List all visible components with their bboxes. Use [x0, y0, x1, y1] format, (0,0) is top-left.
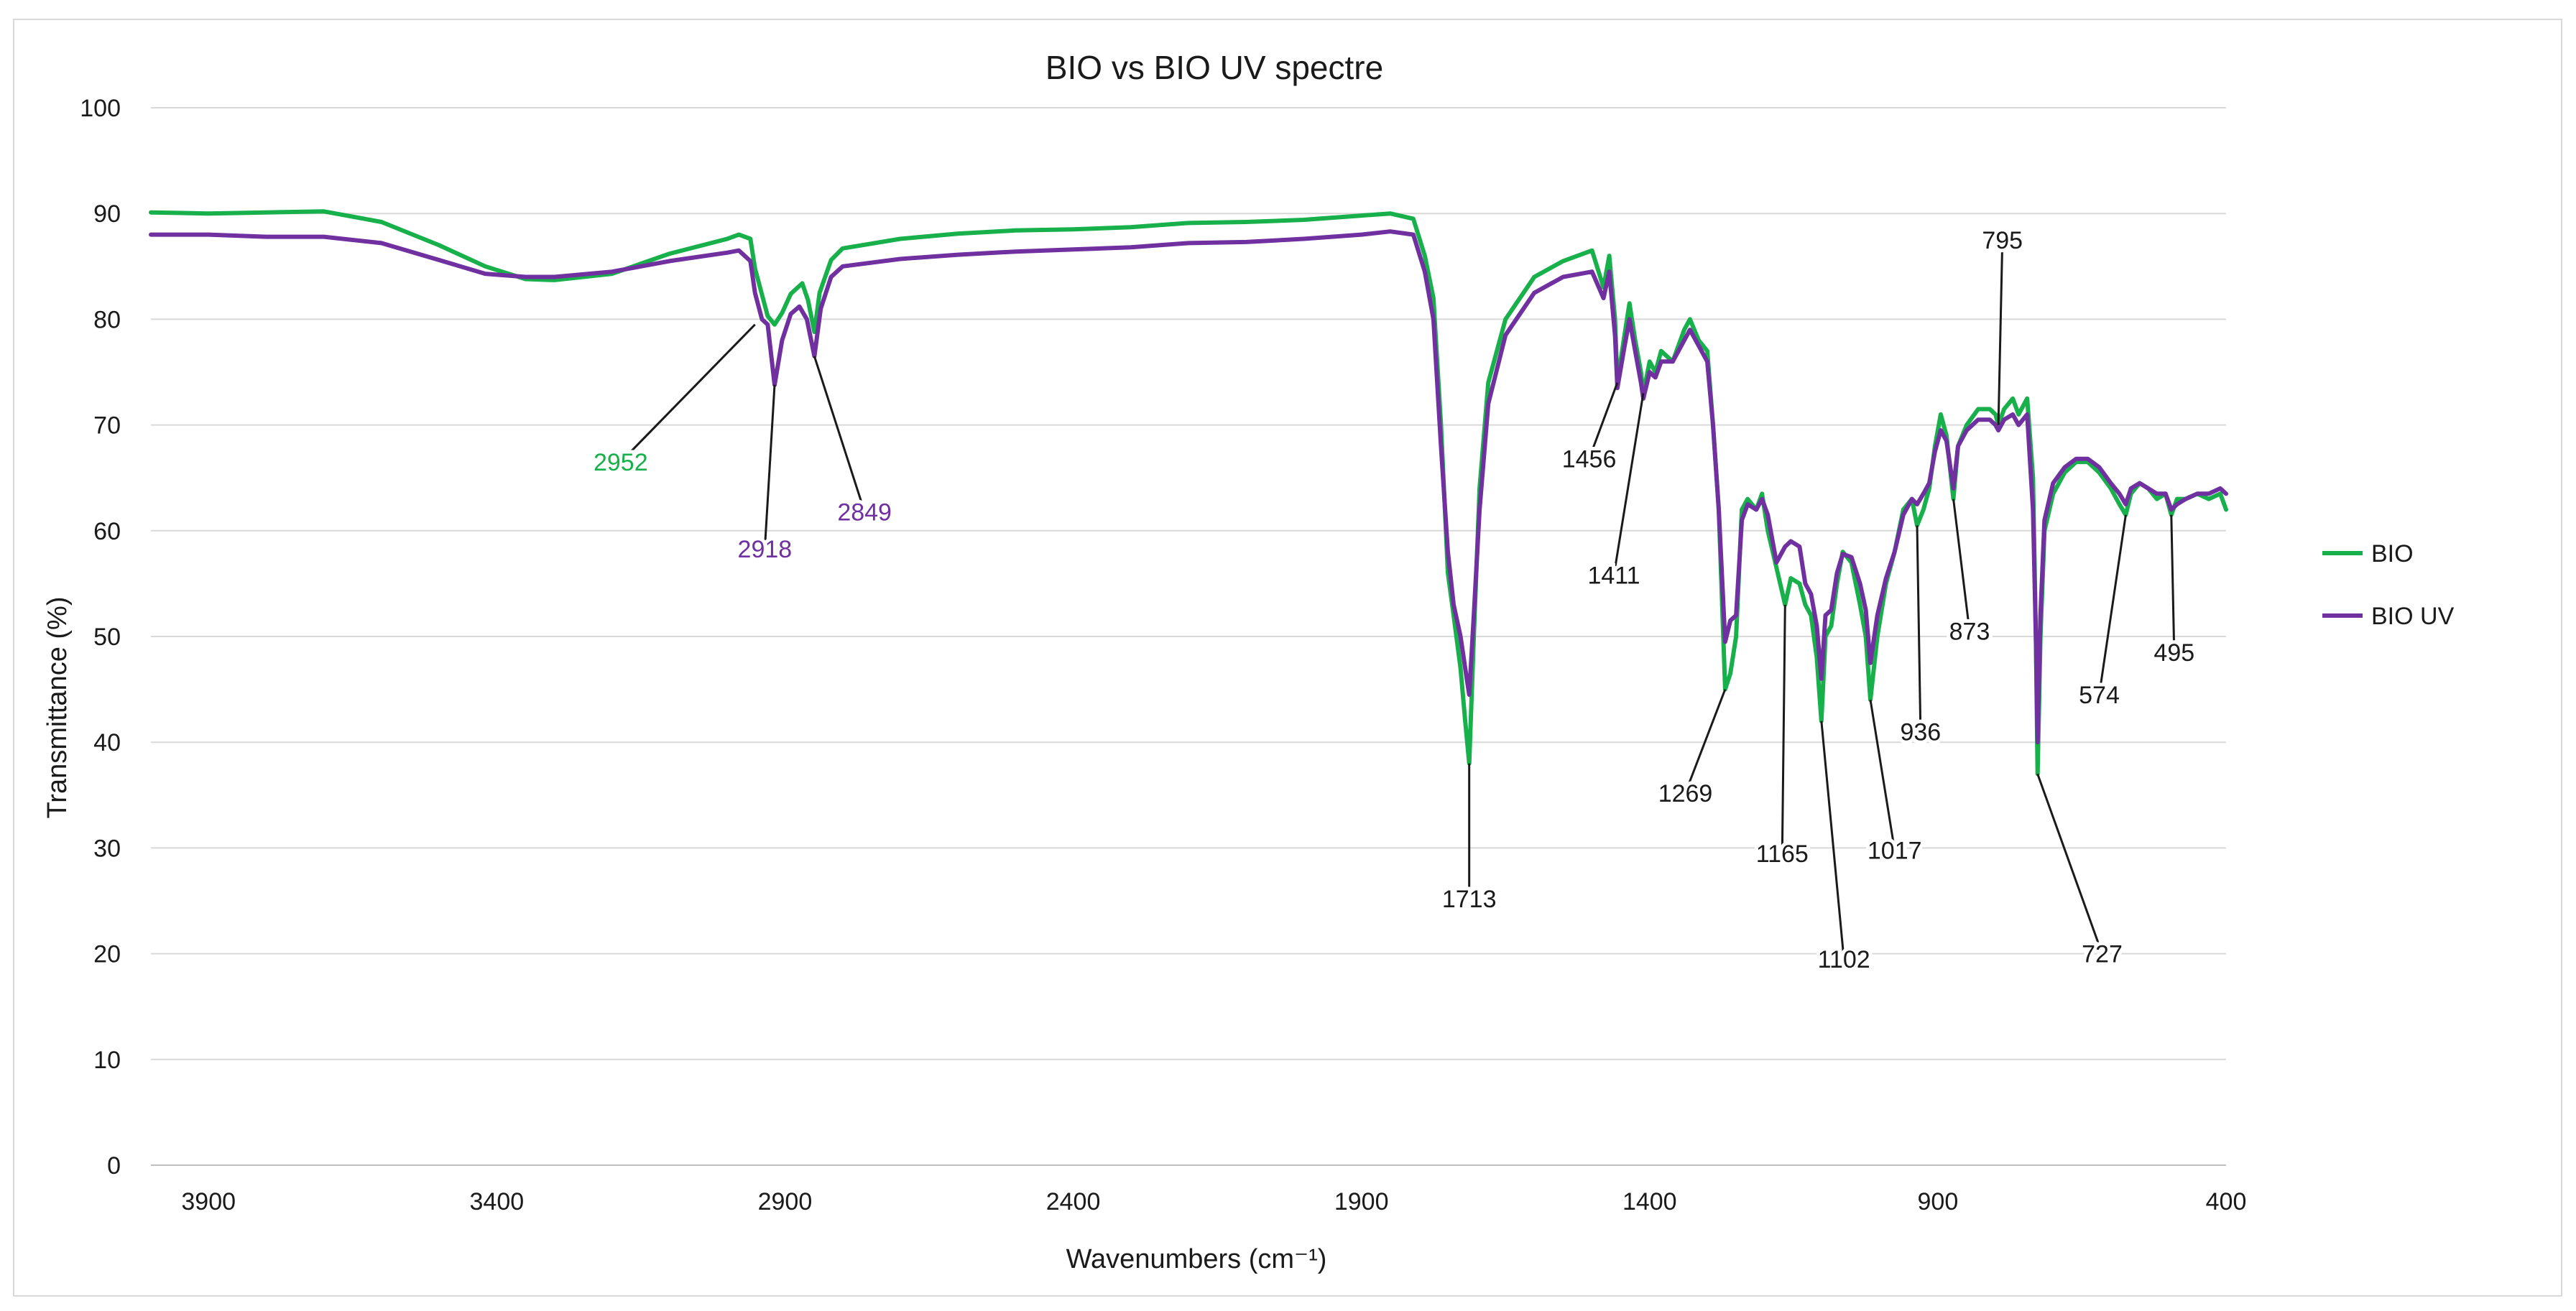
- peak-annotation-2952: 2952: [590, 323, 756, 480]
- y-tick-label: 20: [93, 941, 121, 968]
- peak-label: 1165: [1756, 840, 1809, 868]
- y-axis-title: Transmittance (%): [42, 597, 73, 819]
- y-tick-label: 70: [93, 412, 121, 440]
- peak-label: 936: [1900, 718, 1941, 746]
- legend-label-bio: BIO: [2371, 540, 2414, 568]
- leader-line: [1781, 604, 1786, 853]
- peak-annotation-1713: 1713: [1439, 763, 1500, 917]
- y-tick-labels: 0 10 20 30 40 50 60 70 80 90 100: [80, 95, 121, 1180]
- peak-annotation-495: 495: [2150, 514, 2198, 670]
- x-tick-label: 400: [2206, 1188, 2247, 1215]
- leader-line: [2170, 514, 2176, 653]
- series-layer: [149, 209, 2228, 777]
- peak-label: 495: [2153, 639, 2194, 667]
- peak-label: 1411: [1587, 562, 1640, 590]
- peak-label: 1269: [1658, 780, 1713, 807]
- peak-label: 727: [2082, 941, 2123, 968]
- chart-title: BIO vs BIO UV spectre: [1045, 49, 1383, 86]
- series-line-bio: [149, 209, 2228, 777]
- peak-label: 2918: [738, 536, 793, 563]
- x-tick-label: 3400: [470, 1188, 525, 1215]
- x-tick-label: 3900: [181, 1188, 236, 1215]
- grid-layer: [151, 107, 2226, 1166]
- peak-label: 873: [1949, 619, 1990, 646]
- leader-line: [813, 356, 866, 512]
- x-tick-labels: 3900 3400 2900 2400 1900 1400 900 400: [181, 1188, 2246, 1215]
- leader-line: [1612, 393, 1645, 575]
- x-tick-label: 900: [1918, 1188, 1959, 1215]
- leader-line: [1820, 721, 1845, 960]
- peak-label: 1017: [1868, 837, 1922, 864]
- y-tick-label: 10: [93, 1047, 121, 1074]
- peak-annotation-936: 936: [1896, 525, 1944, 749]
- leader-line: [2098, 514, 2127, 695]
- x-tick-label: 1400: [1622, 1188, 1677, 1215]
- peak-annotation-1017: 1017: [1864, 700, 1926, 868]
- peak-label: 574: [2079, 682, 2120, 709]
- y-tick-label: 0: [107, 1152, 121, 1180]
- leader-line: [1684, 689, 1727, 794]
- series-line-bio-uv: [149, 229, 2228, 745]
- peak-label: 1102: [1818, 946, 1870, 973]
- y-tick-label: 60: [93, 518, 121, 545]
- chart-frame: [13, 19, 2562, 1297]
- leader-line: [1916, 525, 1922, 732]
- leader-line: [619, 323, 756, 463]
- y-tick-label: 80: [93, 306, 121, 333]
- legend: BIO BIO UV: [2322, 540, 2455, 630]
- leader-line: [2036, 773, 2103, 955]
- peak-label: 2849: [837, 499, 892, 526]
- legend-label-bio-uv: BIO UV: [2371, 603, 2455, 630]
- peak-annotation-1102: 1102: [1814, 721, 1874, 977]
- y-tick-label: 50: [93, 624, 121, 651]
- peak-annotation-2918: 2918: [734, 384, 795, 567]
- leader-line: [1869, 700, 1896, 851]
- y-tick-label: 100: [80, 95, 121, 122]
- leader-line: [1588, 382, 1619, 460]
- leader-line: [1997, 239, 2004, 425]
- leader-line: [1952, 499, 1971, 631]
- y-tick-label: 40: [93, 729, 121, 756]
- y-tick-label: 30: [93, 835, 121, 862]
- y-tick-label: 90: [93, 200, 121, 228]
- peak-label: 2952: [594, 449, 648, 476]
- x-tick-label: 1900: [1334, 1188, 1389, 1215]
- peak-annotation-795: 795: [1978, 223, 2026, 425]
- peak-annotation-1269: 1269: [1655, 689, 1727, 811]
- x-tick-label: 2400: [1046, 1188, 1101, 1215]
- peak-annotation-1411: 1411: [1584, 393, 1645, 593]
- peak-annotation-2849: 2849: [813, 356, 895, 529]
- leader-line: [763, 384, 776, 549]
- peak-annotation-873: 873: [1946, 499, 1993, 649]
- annotation-layer: 2952 2918 2849 1713 1456 1411 1269 1165 1102 1017…: [590, 223, 2198, 977]
- peak-annotation-1456: 1456: [1559, 382, 1620, 477]
- peak-annotation-1165: 1165: [1753, 604, 1812, 871]
- peak-annotation-574: 574: [2075, 514, 2127, 713]
- x-axis-title: Wavenumbers (cm⁻¹): [1066, 1244, 1327, 1274]
- peak-label: 1456: [1562, 446, 1617, 473]
- x-tick-label: 2900: [758, 1188, 813, 1215]
- peak-label: 1713: [1442, 886, 1497, 913]
- peak-label: 795: [1982, 227, 2023, 254]
- peak-annotation-727: 727: [2036, 773, 2126, 972]
